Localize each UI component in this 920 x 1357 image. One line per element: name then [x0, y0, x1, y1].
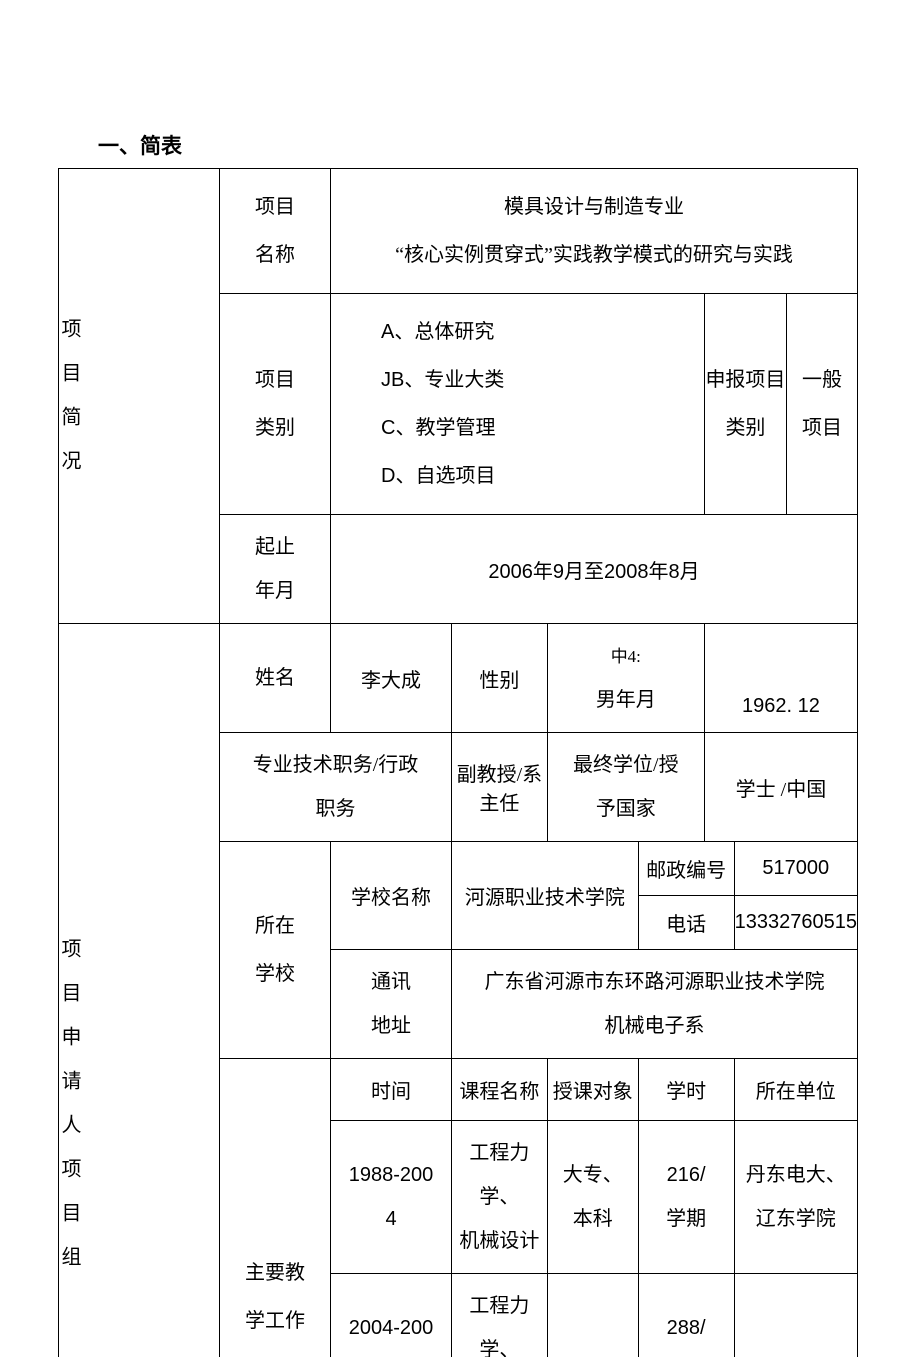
th-course: 课程名称: [452, 1059, 548, 1121]
phone-label: 电话: [638, 896, 734, 950]
school-name-label: 学校名称: [331, 842, 452, 950]
declare-category: 一般项目: [786, 294, 857, 515]
period: 2006年9月至2008年8月: [331, 515, 858, 624]
th-time: 时间: [331, 1059, 452, 1121]
name-label: 姓名: [220, 624, 331, 733]
phone: 13332760515: [734, 896, 857, 950]
form-table: 项目简况 项目名称 模具设计与制造专业“核心实例贯穿式”实践教学模式的研究与实践…: [58, 168, 858, 1357]
name: 李大成: [331, 624, 452, 733]
applicant-label: 项目申请人项目组: [59, 624, 220, 1357]
project-name: 模具设计与制造专业“核心实例贯穿式”实践教学模式的研究与实践: [331, 169, 858, 294]
school-section-label: 所在学校: [220, 842, 331, 1059]
gender-label: 性别: [452, 624, 548, 733]
project-name-label: 项目名称: [220, 169, 331, 294]
title-value: 副教授/系主任: [452, 733, 548, 842]
th-target: 授课对象: [547, 1059, 638, 1121]
birth: 1962. 12: [704, 624, 857, 733]
address: 广东省河源市东环路河源职业技术学院机械电子系: [452, 950, 858, 1059]
postcode: 517000: [734, 842, 857, 896]
birth-label: 中4:男年月: [547, 624, 704, 733]
th-hours: 学时: [638, 1059, 734, 1121]
summary-label: 项目简况: [59, 169, 220, 624]
project-category-label: 项目类别: [220, 294, 331, 515]
th-unit: 所在单位: [734, 1059, 857, 1121]
degree-label: 最终学位/授予国家: [547, 733, 704, 842]
section-heading: 一、简表: [98, 130, 920, 160]
teach-section-label: 主要教学工作简历: [220, 1059, 331, 1357]
address-label: 通讯地址: [331, 950, 452, 1059]
period-label: 起止年月: [220, 515, 331, 624]
school-name: 河源职业技术学院: [452, 842, 639, 950]
postcode-label: 邮政编号: [638, 842, 734, 896]
project-category-options: A、总体研究JB、专业大类 C、教学管理D、自选项目: [331, 294, 705, 515]
degree-value: 学士 /中国: [704, 733, 857, 842]
declare-category-label: 申报项目类别: [704, 294, 786, 515]
title-label: 专业技术职务/行政职务: [220, 733, 452, 842]
